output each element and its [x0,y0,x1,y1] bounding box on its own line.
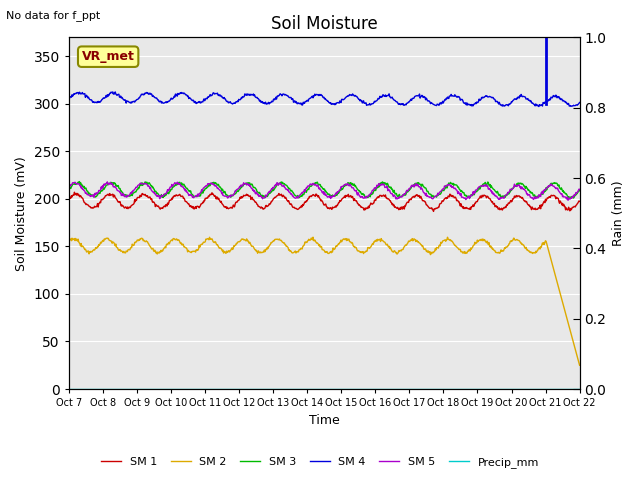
SM 1 [576,199,584,204]
SM 5 [576,186,584,192]
SM 5 [351,187,358,193]
SM 3 [195,193,203,199]
SM 2 [410,237,417,242]
SM 1 [353,199,361,204]
Precip_mm [350,386,358,392]
SM 3 [410,182,417,188]
Line: SM 2: SM 2 [69,237,580,365]
SM 3 [570,195,577,201]
SM 4 [353,94,361,99]
SM 3 [65,187,73,192]
SM 1 [284,199,292,204]
SM 4 [65,96,73,102]
Precip_mm [284,386,291,392]
SM 2 [351,244,358,250]
X-axis label: Time: Time [309,414,340,427]
SM 1 [65,196,73,202]
Text: No data for f_ppt: No data for f_ppt [6,10,100,21]
SM 5 [410,182,417,188]
Y-axis label: Rain (mm): Rain (mm) [612,180,625,246]
SM 1 [321,202,328,208]
SM 1 [195,205,203,211]
SM 2 [284,244,291,250]
Title: Soil Moisture: Soil Moisture [271,15,378,33]
SM 4 [576,100,584,106]
SM 5 [104,179,111,185]
SM 1 [351,196,358,202]
SM 1 [429,208,437,214]
Text: VR_met: VR_met [82,50,134,63]
SM 1 [410,193,417,199]
Precip_mm [320,386,328,392]
SM 3 [576,188,584,193]
SM 3 [321,186,328,192]
SM 2 [576,362,584,368]
Line: SM 1: SM 1 [69,192,580,211]
Legend: SM 1, SM 2, SM 3, SM 4, SM 5, Precip_mm: SM 1, SM 2, SM 3, SM 4, SM 5, Precip_mm [97,452,543,472]
SM 5 [195,191,203,197]
SM 5 [284,187,292,192]
Precip_mm [576,386,584,392]
Line: SM 3: SM 3 [69,181,580,198]
SM 2 [195,246,202,252]
SM 3 [353,185,361,191]
SM 5 [564,197,572,203]
SM 4 [321,96,328,102]
SM 1 [70,189,78,195]
Line: SM 4: SM 4 [69,92,580,107]
SM 3 [351,181,358,187]
SM 3 [284,184,292,190]
Precip_mm [409,386,417,392]
Precip_mm [195,386,202,392]
SM 5 [353,191,361,196]
SM 4 [284,93,292,99]
Precip_mm [65,386,73,392]
SM 4 [351,93,358,99]
SM 4 [111,89,119,95]
SM 2 [65,238,73,244]
SM 2 [309,234,317,240]
SM 2 [321,248,328,254]
Line: SM 5: SM 5 [69,182,580,200]
SM 5 [65,183,73,189]
SM 3 [76,179,83,184]
SM 4 [535,104,543,109]
SM 5 [321,190,328,195]
SM 2 [353,247,361,252]
Precip_mm [353,386,360,392]
SM 4 [195,100,203,106]
SM 4 [410,96,417,101]
Y-axis label: Soil Moisture (mV): Soil Moisture (mV) [15,156,28,271]
